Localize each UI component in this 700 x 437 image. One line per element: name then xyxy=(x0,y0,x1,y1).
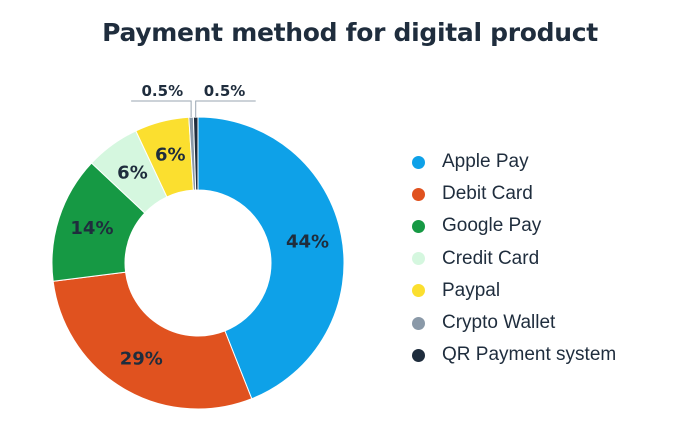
leader-lines xyxy=(131,100,256,118)
leader-line-crypto-wallet xyxy=(131,100,192,118)
slice-qr-payment-system xyxy=(192,116,199,191)
donut-slices xyxy=(51,116,345,410)
slice-label-crypto-wallet: 0.5% xyxy=(142,82,184,100)
legend-label: QR Payment system xyxy=(442,344,617,366)
slice-apple-pay xyxy=(197,116,345,400)
slice-label-credit-card: 6% xyxy=(117,162,148,183)
slice-label-paypal: 6% xyxy=(155,145,186,166)
legend-item-apple-pay: Apple Pay xyxy=(412,146,616,178)
legend-item-qr-payment-system: QR Payment system xyxy=(412,339,616,371)
legend-swatch xyxy=(412,348,425,362)
legend-item-credit-card: Credit Card xyxy=(412,243,616,275)
legend-label: Credit Card xyxy=(442,247,540,269)
legend-label: Paypal xyxy=(442,279,501,301)
slice-labels: 44% 29% 14% 6% 6% 0.5% 0.5% xyxy=(70,82,329,369)
legend-item-paypal: Paypal xyxy=(412,275,616,307)
chart-title: Payment method for digital product xyxy=(102,18,598,47)
legend-swatch xyxy=(412,219,425,233)
legend-swatch xyxy=(412,284,425,298)
legend-label: Google Pay xyxy=(442,215,542,237)
slice-label-google-pay: 14% xyxy=(70,218,113,239)
legend-item-crypto-wallet: Crypto Wallet xyxy=(412,307,616,339)
legend-swatch xyxy=(412,316,425,330)
legend-label: Crypto Wallet xyxy=(442,312,556,334)
slice-label-debit-card: 29% xyxy=(120,348,163,369)
legend-swatch xyxy=(412,187,425,201)
slice-label-qr-payment-system: 0.5% xyxy=(204,82,246,100)
legend-label: Debit Card xyxy=(442,183,533,205)
slice-debit-card xyxy=(52,271,253,410)
legend-item-debit-card: Debit Card xyxy=(412,178,616,210)
legend: Apple Pay Debit Card Google Pay Credit Card… xyxy=(412,146,616,371)
legend-swatch xyxy=(412,155,425,169)
leader-line-qr-payment-system xyxy=(195,100,256,118)
legend-label: Apple Pay xyxy=(442,151,529,173)
legend-swatch xyxy=(412,252,425,266)
slice-label-apple-pay: 44% xyxy=(286,232,329,253)
legend-item-google-pay: Google Pay xyxy=(412,210,616,242)
